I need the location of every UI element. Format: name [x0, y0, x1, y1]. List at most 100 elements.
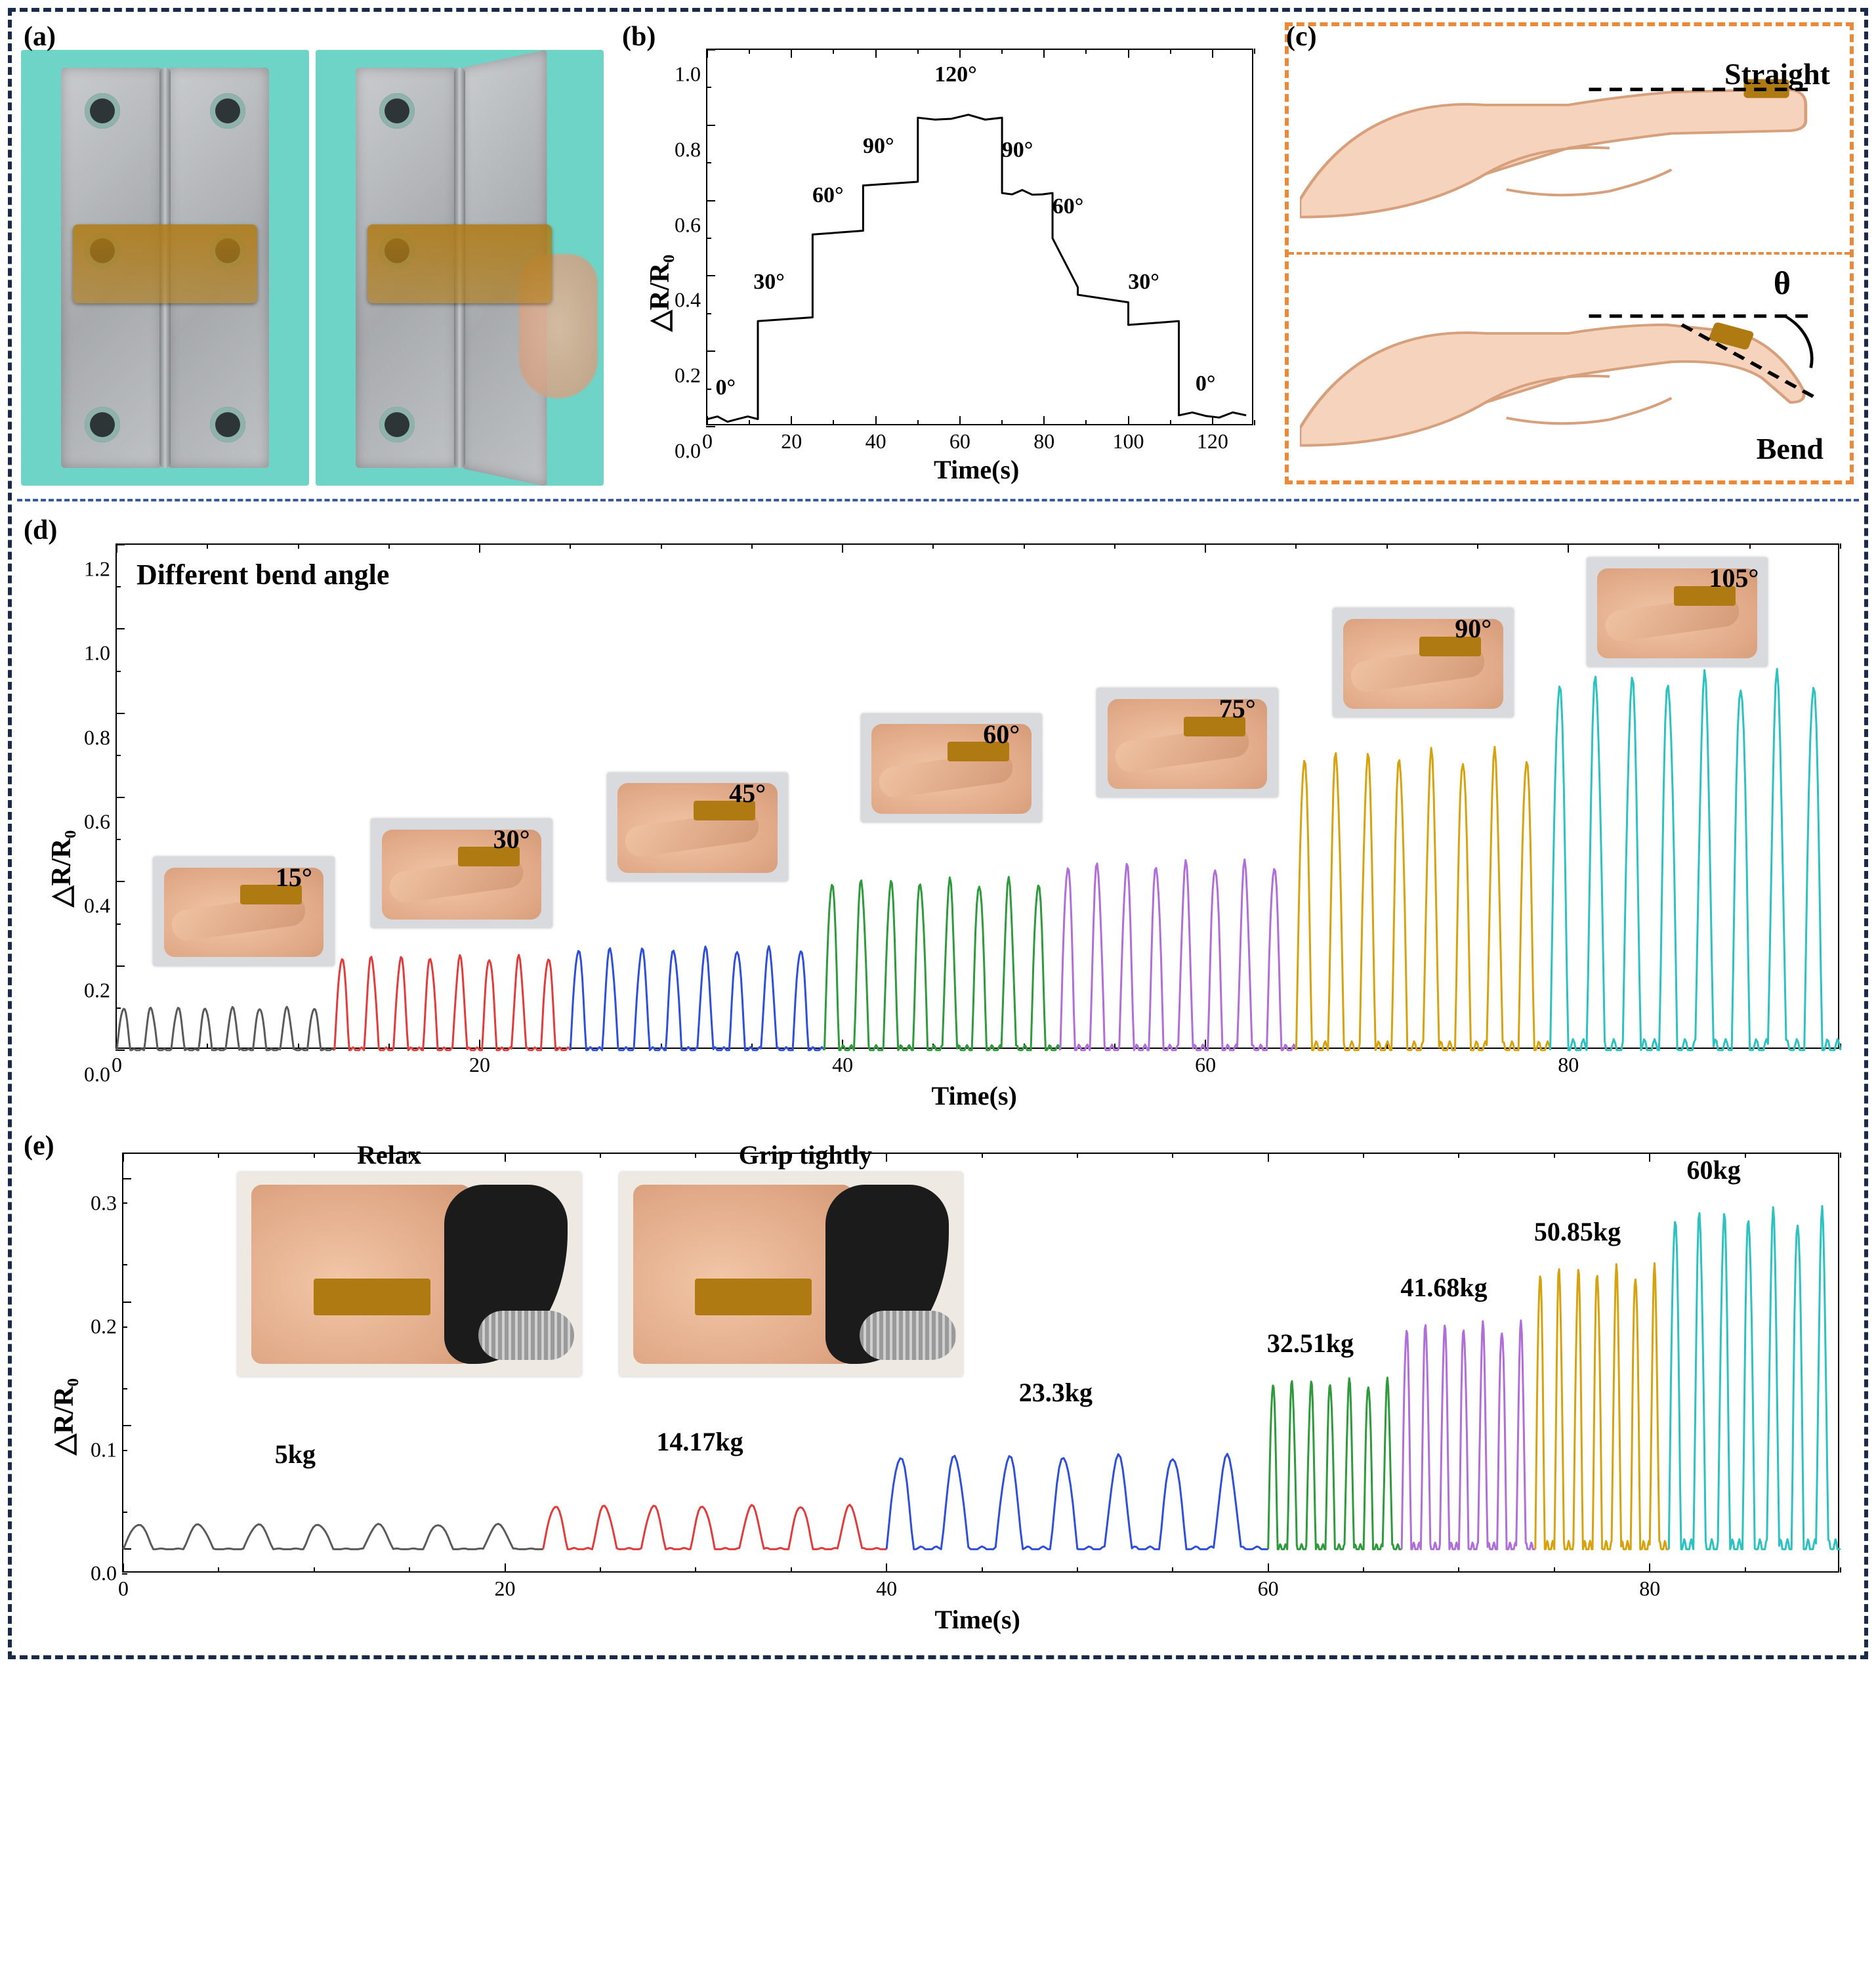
step-annotation: 30° [753, 270, 785, 295]
series-angle-label: 30° [493, 824, 530, 855]
xtick-label: 60 [1258, 1571, 1279, 1601]
ytick-label: 0.3 [91, 1191, 123, 1215]
ytick-label: 0.4 [84, 894, 117, 918]
hand-crease [1507, 169, 1672, 195]
panel-b: (b) 0.00.20.40.60.81.00204060801001200°3… [615, 17, 1272, 490]
xtick-label: 20 [781, 424, 802, 454]
ytick-label: 0.4 [675, 288, 707, 312]
series-weight-label: 60kg [1687, 1155, 1741, 1185]
xtick-label: 20 [469, 1048, 490, 1077]
angle-arc [1785, 316, 1812, 368]
series-line [543, 1505, 886, 1550]
xtick-label: 120 [1197, 424, 1228, 454]
series-angle-label: 60° [983, 719, 1020, 750]
inset-relax-photo [238, 1172, 581, 1376]
step-annotation: 0° [715, 375, 736, 400]
ytick-label: 1.0 [84, 641, 117, 666]
series-angle-label: 45° [729, 778, 766, 809]
xtick-label: 40 [876, 1571, 897, 1601]
panel-label-a: (a) [24, 21, 56, 53]
xtick-label: 80 [1558, 1048, 1579, 1077]
figure-container: (a) [8, 8, 1868, 1659]
ytick-label: 0.8 [675, 137, 707, 161]
chart-d: 0.00.20.40.60.81.01.2020406080 15° 30° 4… [17, 511, 1859, 1114]
sensor-tape [73, 224, 257, 303]
series-weight-label: 14.17kg [656, 1426, 743, 1457]
series-line [123, 1524, 543, 1550]
hinge-photo-flat [21, 50, 309, 486]
panel-label-d: (d) [24, 515, 57, 546]
hinge-hole [85, 93, 120, 129]
x-axis-title: Time(s) [934, 454, 1019, 485]
series-line [825, 877, 1060, 1050]
plot-area-b: 0.00.20.40.60.81.00204060801001200°30°60… [706, 49, 1253, 425]
xtick-label: 0 [702, 424, 713, 454]
series-line [117, 1007, 335, 1050]
label-bend: Bend [1757, 431, 1824, 466]
xtick-label: 0 [118, 1571, 129, 1601]
ytick-label: 0.6 [675, 213, 707, 237]
x-axis-title: Time(s) [932, 1080, 1017, 1111]
step-annotation: 60° [812, 183, 844, 208]
inset-sensor [314, 1279, 430, 1315]
series-line [707, 115, 1246, 422]
xtick-minor [1840, 543, 1841, 549]
hinge-photo-bent [316, 50, 604, 486]
panel-e: (e) 0.00.10.20.30204060805kg14.17kg23.3k… [17, 1126, 1859, 1638]
series-line [1402, 1321, 1535, 1550]
ytick-label: 0.2 [91, 1314, 123, 1338]
series-line [886, 1454, 1268, 1549]
plot-area-e: 0.00.10.20.30204060805kg14.17kg23.3kg32.… [122, 1153, 1839, 1573]
y-axis-title: △R/R₀ [45, 830, 77, 907]
step-annotation: 90° [863, 134, 894, 159]
panel-d-title: Different bend angle [136, 558, 389, 591]
row-1: (a) [17, 17, 1859, 501]
series-weight-label: 41.68kg [1400, 1272, 1487, 1303]
panel-c: (c) Straight [1280, 17, 1859, 490]
series-line [1060, 860, 1297, 1051]
inset-title: Grip tightly [739, 1139, 872, 1170]
inset-title: Relax [357, 1139, 421, 1170]
xtick-label: 20 [495, 1571, 516, 1601]
y-axis-title: △R/R₀ [47, 1378, 80, 1455]
chart-svg [707, 50, 1252, 424]
series-line [570, 946, 824, 1050]
sensor-tape [367, 224, 552, 303]
xtick-minor [1254, 420, 1255, 425]
xtick-minor [1840, 1153, 1841, 1158]
inset-hand-bg [251, 1185, 471, 1364]
series-weight-label: 5kg [275, 1439, 316, 1470]
hinge-hole [379, 407, 415, 442]
xtick-minor [1254, 49, 1255, 54]
series-angle-label: 75° [1219, 693, 1256, 724]
series-line [1669, 1206, 1841, 1550]
xtick-label: 40 [832, 1048, 853, 1077]
xtick-label: 0 [112, 1048, 122, 1077]
panel-label-b: (b) [622, 21, 656, 53]
series-line [335, 955, 571, 1050]
ytick-label: 0.6 [84, 810, 117, 834]
hand-crease [1507, 398, 1672, 423]
xtick-label: 80 [1639, 1571, 1660, 1601]
xtick-label: 40 [865, 424, 886, 454]
chart-e: 0.00.10.20.30204060805kg14.17kg23.3kg32.… [17, 1126, 1859, 1638]
ytick-label: 0.2 [84, 978, 117, 1002]
hinge-hole [85, 407, 120, 442]
y-axis-title: △R/R₀ [643, 254, 676, 331]
step-annotation: 30° [1128, 270, 1159, 295]
inset-hand-bg [633, 1185, 853, 1364]
grip-spring-icon [478, 1311, 575, 1360]
panel-label-c: (c) [1286, 21, 1317, 53]
xtick-label: 60 [949, 424, 970, 454]
series-weight-label: 32.51kg [1267, 1328, 1354, 1359]
xtick-minor [1840, 1567, 1841, 1573]
panel-c-straight: Straight [1289, 26, 1850, 255]
ytick-label: 1.0 [675, 62, 707, 87]
panel-a: (a) [17, 17, 608, 490]
panel-c-frame: Straight θ [1285, 22, 1854, 484]
panel-label-e: (e) [24, 1130, 54, 1162]
hinge-hole [210, 407, 245, 442]
series-angle-label: 90° [1455, 613, 1491, 644]
series-line [1535, 1263, 1669, 1550]
step-annotation: 60° [1053, 194, 1084, 219]
